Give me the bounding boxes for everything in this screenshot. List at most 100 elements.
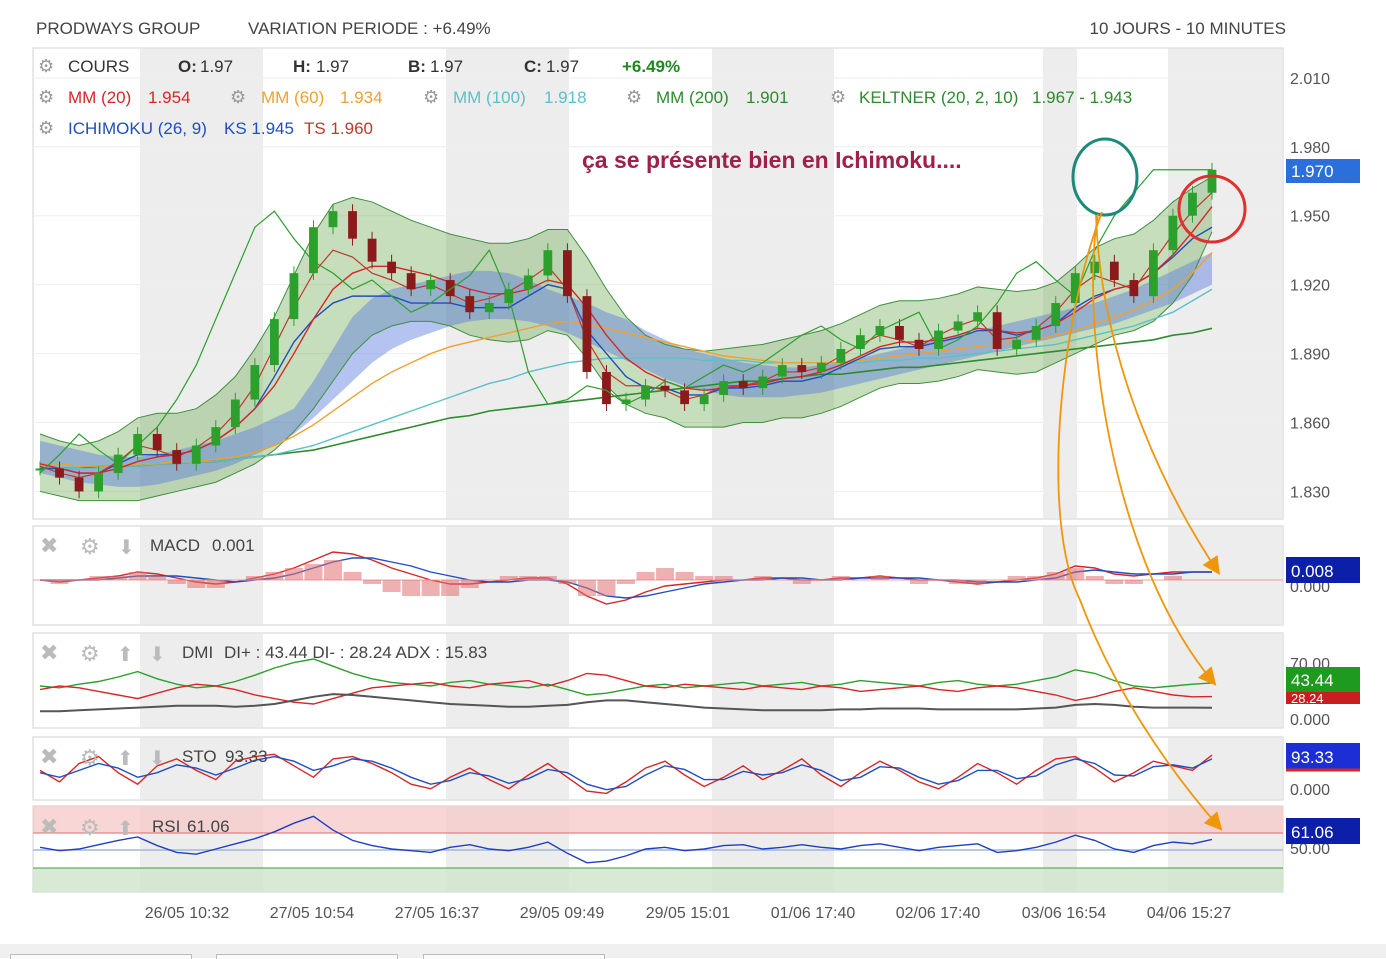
- gear-icon[interactable]: ⚙: [38, 118, 54, 138]
- arrow-down-icon[interactable]: ⬇: [149, 748, 166, 770]
- candle: [641, 385, 650, 400]
- legend-mm100-label: MM (100): [453, 88, 526, 107]
- candle: [250, 365, 260, 400]
- candle: [816, 362, 826, 372]
- bottom-tab[interactable]: [216, 954, 398, 959]
- legend: ⚙ COURS O: 1.97 H: 1.97 B: 1.97 C: 1.97 …: [38, 56, 1132, 138]
- close-icon[interactable]: ✖: [40, 533, 58, 558]
- macd-histogram-bar: [460, 580, 479, 588]
- candle: [484, 303, 494, 313]
- bottom-tab[interactable]: [10, 954, 192, 959]
- sto-line: [39, 755, 1213, 791]
- macd-histogram-bar: [714, 576, 733, 580]
- x-axis: 26/05 10:32 27/05 10:54 27/05 16:37 29/05 0…: [145, 905, 1232, 922]
- legend-mm20-value: 1.954: [148, 88, 191, 107]
- arrow-down-icon[interactable]: ⬇: [118, 537, 135, 559]
- dmi-diplus-badge-value: 43.44: [1291, 671, 1334, 690]
- x-tick-label: 27/05 16:37: [395, 905, 480, 922]
- x-tick-label: 03/06 16:54: [1022, 905, 1107, 922]
- candle: [191, 445, 201, 464]
- candle: [660, 385, 670, 391]
- dmi-line: [39, 658, 1213, 696]
- annotation-arrows: [1057, 211, 1223, 831]
- legend-keltner-label: KELTNER (20, 2, 10): [859, 88, 1018, 107]
- gear-icon[interactable]: ⚙: [830, 87, 846, 107]
- macd-histogram-bar: [617, 580, 635, 584]
- chikou-line: [39, 169, 1212, 474]
- candle: [953, 321, 963, 331]
- macd-histogram-bar: [1105, 580, 1124, 584]
- gear-icon[interactable]: ⚙: [80, 815, 100, 840]
- candle: [1188, 192, 1197, 216]
- candle: [133, 433, 143, 455]
- candle: [230, 399, 240, 428]
- candle: [1012, 339, 1022, 349]
- legend-cours: COURS: [68, 57, 129, 76]
- macd-histogram-bar: [753, 576, 772, 580]
- macd-histogram-bar: [167, 580, 186, 584]
- dmi-value: DI+ : 43.44 DI- : 28.24 ADX : 15.83: [224, 643, 487, 662]
- arrow-up-icon[interactable]: ⬆: [117, 644, 134, 666]
- candle: [1207, 169, 1217, 193]
- arrow-up-icon[interactable]: ⬆: [117, 818, 134, 840]
- macd-histogram-bar: [363, 580, 382, 584]
- rsi-label: RSI: [152, 817, 180, 836]
- arrow-down-icon[interactable]: ⬇: [149, 644, 166, 666]
- candle: [680, 390, 689, 405]
- annotation-arrow: [1057, 211, 1223, 831]
- candle: [602, 371, 611, 405]
- close-icon[interactable]: ✖: [40, 640, 58, 665]
- gear-icon[interactable]: ⚙: [80, 745, 100, 770]
- macd-histogram-bar: [1163, 576, 1182, 580]
- dmi-line: [39, 672, 1213, 705]
- candle: [543, 250, 553, 276]
- instrument-name: PRODWAYS GROUP: [36, 19, 200, 38]
- candle: [55, 468, 64, 478]
- dmi-diminus-badge: [1286, 692, 1360, 704]
- y-tick-label: 1.860: [1290, 416, 1330, 433]
- y-tick-label: 1.980: [1290, 140, 1330, 157]
- x-tick-label: 04/06 15:27: [1147, 905, 1232, 922]
- candle: [152, 433, 162, 451]
- candle: [895, 326, 904, 340]
- macd-histogram-bar: [636, 572, 655, 580]
- gear-icon[interactable]: ⚙: [626, 87, 642, 107]
- rsi-badge: [1286, 818, 1360, 844]
- candle: [172, 450, 182, 464]
- legend-b-label: B:: [408, 57, 426, 76]
- legend-ichimoku-label: ICHIMOKU (26, 9): [68, 119, 207, 138]
- gear-icon[interactable]: ⚙: [38, 56, 54, 76]
- macd-axis-label: 0.000: [1290, 579, 1330, 596]
- session-band: [1168, 526, 1283, 625]
- dmi-line: [40, 693, 1213, 713]
- annotation-circle-red: [1177, 174, 1247, 244]
- macd-histogram-bar: [206, 580, 225, 588]
- gear-icon[interactable]: ⚙: [423, 87, 439, 107]
- close-icon[interactable]: ✖: [40, 814, 58, 839]
- macd-histogram-bar: [402, 580, 421, 596]
- candle: [1109, 261, 1119, 281]
- bottom-tab[interactable]: [423, 954, 605, 959]
- sto-badge: [1286, 743, 1360, 769]
- gear-icon[interactable]: ⚙: [80, 641, 100, 666]
- macd-histogram-bar: [1046, 572, 1065, 580]
- macd-histogram-bar: [910, 580, 928, 584]
- close-icon[interactable]: ✖: [40, 744, 58, 769]
- arrow-up-icon[interactable]: ⬆: [117, 748, 134, 770]
- sto-axis-zero: 0.000: [1290, 782, 1330, 799]
- legend-c-label: C:: [524, 57, 542, 76]
- rsi-oversold-zone: [33, 868, 1283, 892]
- legend-change: +6.49%: [622, 57, 680, 76]
- x-tick-label: 26/05 10:32: [145, 905, 230, 922]
- candle: [699, 394, 709, 405]
- gear-icon[interactable]: ⚙: [38, 87, 54, 107]
- rsi-overbought-zone: [33, 806, 1283, 833]
- macd-histogram-bar: [128, 572, 147, 580]
- candle: [270, 319, 279, 366]
- session-band: [446, 48, 569, 519]
- gear-icon[interactable]: ⚙: [80, 534, 100, 559]
- macd-histogram-bar: [89, 576, 108, 580]
- x-tick-label: 29/05 15:01: [646, 905, 731, 922]
- gear-icon[interactable]: ⚙: [230, 87, 246, 107]
- session-band: [1168, 633, 1283, 728]
